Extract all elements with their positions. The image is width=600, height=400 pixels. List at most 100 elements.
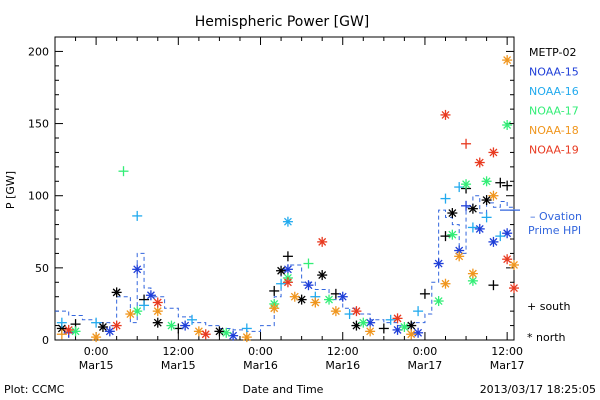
data-point-north <box>358 317 369 328</box>
data-point-south <box>488 280 499 291</box>
data-point-south <box>269 285 280 296</box>
data-point-north <box>467 268 478 279</box>
data-point-north <box>502 254 513 265</box>
y-tick-label: 150 <box>28 118 49 131</box>
x-tick-label-time: 0:00 <box>248 345 273 358</box>
data-points <box>56 55 519 343</box>
data-point-north <box>241 332 252 343</box>
data-point-north <box>440 278 451 289</box>
data-point-north <box>488 236 499 247</box>
data-point-north <box>214 326 225 337</box>
footer-timestamp: 2013/03/17 18:25:05 <box>480 383 596 396</box>
data-point-north <box>433 296 444 307</box>
data-point-south <box>502 180 513 191</box>
ovation-hpi-line <box>55 195 520 332</box>
data-point-north <box>200 329 211 340</box>
marker-legend: + south * north <box>527 300 570 344</box>
ovation-label-2: Prime HPI <box>528 224 581 237</box>
data-point-south <box>56 329 67 340</box>
data-point-north <box>317 270 328 281</box>
data-point-north <box>365 317 376 328</box>
data-point-north <box>282 277 293 288</box>
x-tick-label-date: Mar15 <box>161 359 196 372</box>
data-point-south <box>495 231 506 242</box>
data-point-north <box>502 120 513 131</box>
x-tick-label-time: 12:00 <box>327 345 359 358</box>
data-point-north <box>310 297 321 308</box>
data-point-north <box>509 259 519 270</box>
data-point-south <box>461 138 472 149</box>
data-point-south <box>303 258 314 269</box>
data-point-north <box>91 332 102 343</box>
data-point-north <box>104 326 115 337</box>
data-point-south <box>187 314 198 325</box>
marker-legend-south: + south <box>527 300 570 313</box>
data-point-south <box>461 200 472 211</box>
chart-title: Hemispheric Power [GW] <box>195 14 370 30</box>
data-point-north <box>413 327 424 338</box>
data-point-north <box>303 280 314 291</box>
y-axis-label: P [GW] <box>4 171 17 209</box>
x-tick-label-date: Mar16 <box>243 359 278 372</box>
x-tick-label-time: 12:00 <box>162 345 194 358</box>
ovation-label-1: – Ovation <box>530 210 582 223</box>
data-point-south <box>282 251 293 262</box>
data-point-north <box>509 283 519 294</box>
data-point-south <box>413 306 424 317</box>
data-point-north <box>447 229 458 240</box>
data-point-south <box>132 210 143 221</box>
data-point-north <box>221 327 232 338</box>
data-point-north <box>488 147 499 158</box>
series-legend: METP-02 NOAA-15 NOAA-16 NOAA-17 NOAA-18 NOAA-… <box>529 46 579 157</box>
data-point-south <box>467 222 478 233</box>
data-point-north <box>152 317 163 328</box>
data-point-south <box>495 177 506 188</box>
x-tick-label-date: Mar17 <box>408 359 443 372</box>
data-point-north <box>152 297 163 308</box>
x-tick-label-date: Mar15 <box>79 359 114 372</box>
legend-entry-noaa-17: NOAA-17 <box>529 105 579 118</box>
data-point-north <box>289 291 300 302</box>
data-point-south <box>440 193 451 204</box>
data-point-south <box>481 212 492 223</box>
legend-entry-noaa-19: NOAA-19 <box>529 144 579 157</box>
data-point-north <box>330 306 341 317</box>
x-tick-label-time: 12:00 <box>491 345 523 358</box>
x-axis-label: Date and Time <box>243 383 324 396</box>
data-point-north <box>111 287 122 298</box>
data-point-north <box>488 190 499 201</box>
data-point-north <box>474 223 485 234</box>
data-point-north <box>145 290 156 301</box>
marker-legend-north: * north <box>527 331 566 344</box>
data-point-north <box>228 330 239 341</box>
data-point-north <box>461 179 472 190</box>
legend-entry-metp-02: METP-02 <box>529 46 577 59</box>
data-point-north <box>481 176 492 187</box>
data-point-north <box>433 258 444 269</box>
data-point-north <box>392 313 403 324</box>
data-point-south <box>56 317 67 328</box>
data-point-north <box>282 264 293 275</box>
data-point-north <box>454 251 465 262</box>
plot-frame <box>54 36 515 341</box>
data-point-north <box>166 320 177 331</box>
data-point-north <box>481 195 492 206</box>
x-tick-label-date: Mar16 <box>325 359 360 372</box>
data-point-south <box>276 278 287 289</box>
data-point-north <box>440 109 451 120</box>
data-point-north <box>63 324 74 335</box>
data-point-south <box>139 300 150 311</box>
data-point-north <box>282 216 293 227</box>
data-point-north <box>467 203 478 214</box>
data-point-south <box>440 231 451 242</box>
data-point-north <box>399 322 410 333</box>
data-point-north <box>337 291 348 302</box>
data-point-north <box>502 55 513 66</box>
data-point-north <box>474 157 485 168</box>
x-tick-label-time: 0:00 <box>84 345 109 358</box>
y-tick-label: 100 <box>28 190 49 203</box>
data-point-north <box>125 309 136 320</box>
data-point-north <box>447 208 458 219</box>
data-point-north <box>97 322 108 333</box>
